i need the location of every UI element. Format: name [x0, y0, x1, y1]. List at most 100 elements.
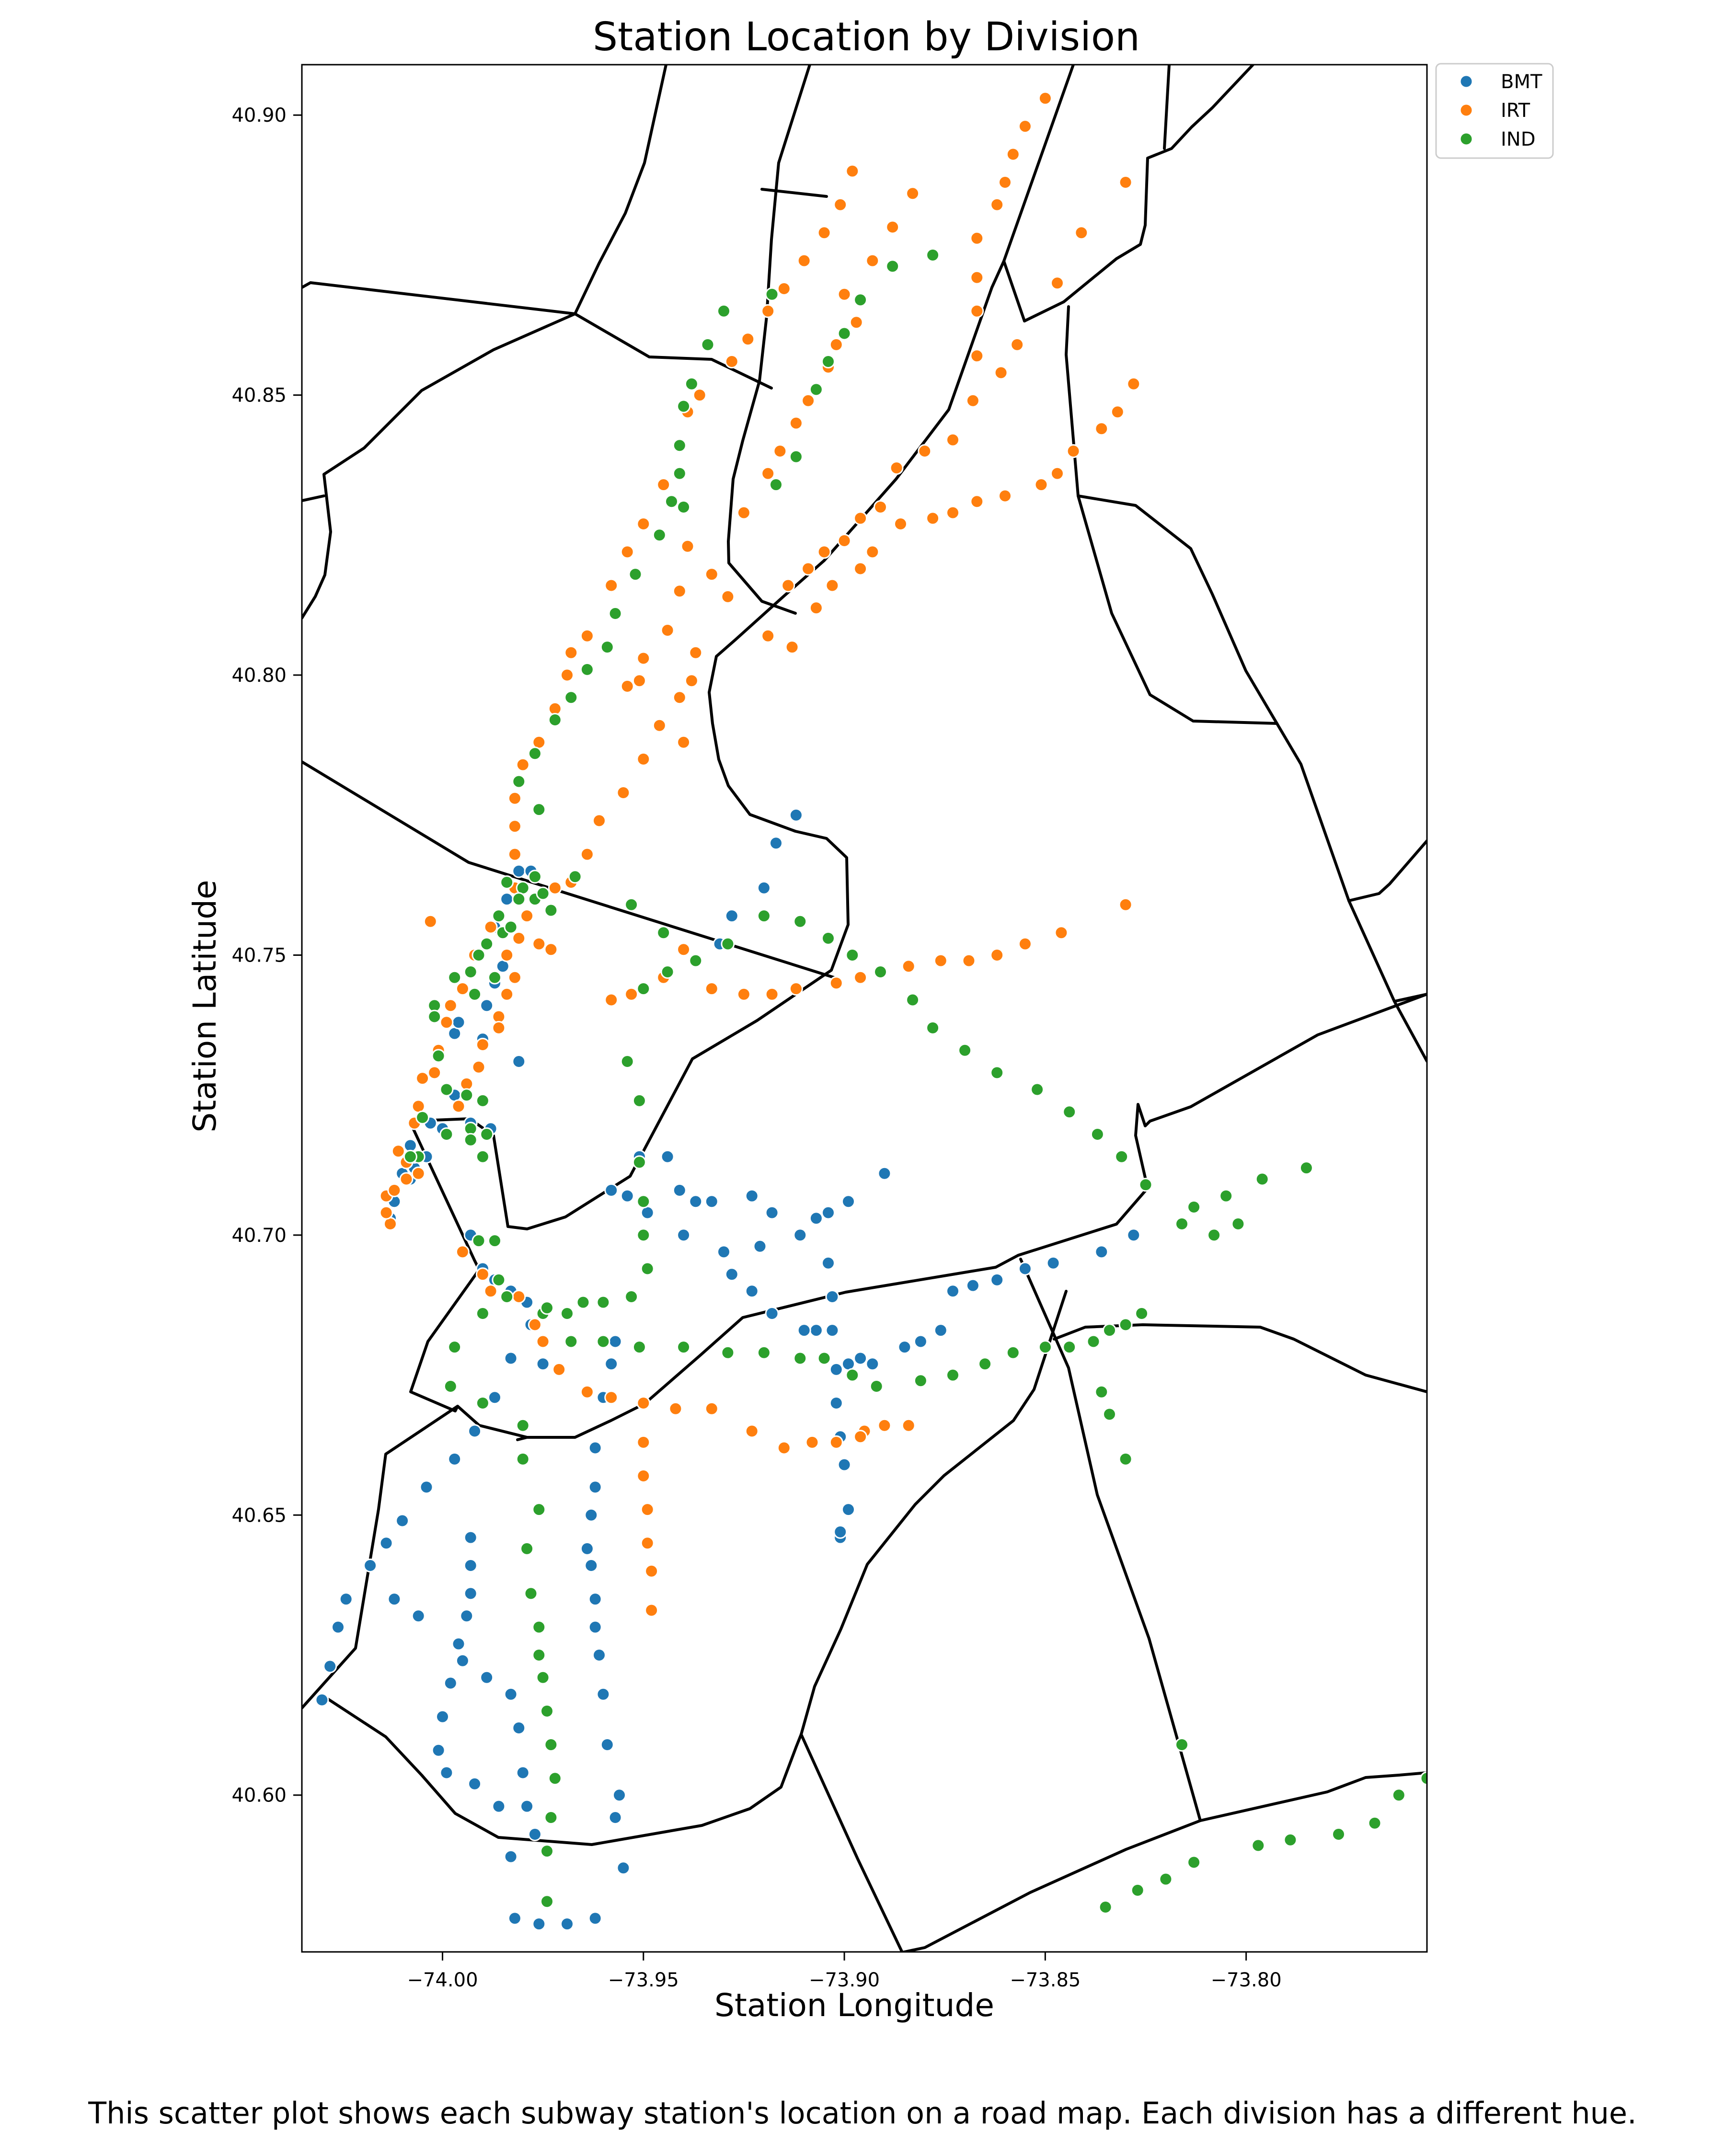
point-ind: [540, 1704, 554, 1718]
point-ind: [500, 875, 514, 889]
point-irt: [817, 226, 831, 240]
point-ind: [544, 903, 558, 917]
point-irt: [785, 640, 799, 654]
point-irt: [817, 545, 831, 559]
point-ind: [540, 1844, 554, 1858]
legend-label-bmt: BMT: [1501, 71, 1542, 93]
point-ind: [1103, 1407, 1116, 1422]
point-ind: [684, 377, 699, 391]
point-irt: [773, 444, 787, 458]
point-bmt: [315, 1693, 329, 1707]
point-ind: [672, 466, 687, 481]
point-irt: [415, 1071, 430, 1086]
road-line: [1347, 839, 1427, 902]
point-irt: [865, 253, 880, 268]
point-bmt: [1094, 1245, 1109, 1259]
point-ind: [837, 326, 851, 341]
point-irt: [475, 1038, 490, 1052]
point-irt: [970, 231, 984, 245]
point-ind: [640, 1261, 655, 1276]
point-ind: [472, 1234, 486, 1248]
point-bmt: [339, 1592, 353, 1606]
point-bmt: [584, 1559, 598, 1572]
point-ind: [536, 886, 550, 901]
figure-caption: This scatter plot shows each subway stat…: [88, 2096, 1637, 2131]
point-ind: [475, 1149, 490, 1164]
y-axis-ticks: 40.60 40.65 40.70 40.75 40.80 40.85 40.90: [231, 104, 302, 1807]
point-irt: [962, 953, 976, 968]
point-ind: [608, 607, 622, 620]
road-line: [1065, 305, 1278, 725]
point-bmt: [431, 1743, 446, 1757]
point-irt: [580, 847, 594, 861]
y-tick-label: 40.75: [231, 944, 287, 966]
point-bmt: [677, 1228, 691, 1242]
point-bmt: [990, 1273, 1004, 1287]
point-bmt: [395, 1514, 410, 1528]
point-irt: [536, 1334, 550, 1349]
point-bmt: [616, 1861, 631, 1875]
point-irt: [853, 970, 868, 985]
road-line: [1077, 494, 1427, 1063]
point-ind: [874, 965, 887, 979]
point-bmt: [463, 1530, 478, 1545]
point-irt: [1038, 91, 1052, 105]
point-irt: [644, 1564, 659, 1578]
point-bmt: [528, 1827, 542, 1841]
point-irt: [765, 987, 779, 1001]
point-ind: [1030, 1082, 1045, 1097]
point-ind: [475, 1093, 490, 1108]
point-bmt: [504, 1687, 518, 1701]
point-irt: [640, 1502, 655, 1517]
point-irt: [492, 1021, 506, 1035]
point-bmt: [753, 1239, 767, 1253]
point-ind: [480, 1127, 494, 1141]
point-ind: [1118, 1318, 1133, 1332]
point-ind: [757, 909, 771, 923]
point-irt: [680, 539, 695, 553]
point-ind: [677, 1340, 691, 1354]
point-ind: [789, 449, 803, 464]
point-irt: [966, 393, 980, 408]
point-bmt: [492, 1799, 506, 1813]
point-irt: [689, 645, 703, 660]
point-bmt: [580, 1541, 594, 1556]
point-bmt: [460, 1609, 474, 1623]
point-ind: [1420, 1771, 1427, 1786]
point-ind: [1251, 1838, 1265, 1853]
point-ind: [624, 1290, 639, 1304]
point-bmt: [933, 1323, 948, 1338]
point-bmt: [765, 1307, 779, 1320]
point-irt: [443, 998, 458, 1013]
point-irt: [507, 819, 522, 834]
point-irt: [500, 987, 514, 1001]
point-bmt: [468, 1777, 482, 1791]
point-irt: [692, 388, 707, 402]
point-ind: [403, 1149, 417, 1164]
point-ind: [532, 803, 546, 817]
point-bmt: [512, 1055, 526, 1068]
point-bmt: [488, 1390, 502, 1405]
point-irt: [564, 645, 578, 660]
road-line: [302, 1405, 459, 1709]
point-irt: [865, 545, 880, 559]
point-ind: [600, 640, 614, 654]
point-ind: [958, 1043, 972, 1057]
point-irt: [970, 349, 984, 363]
point-bmt: [841, 1194, 855, 1209]
point-ind: [544, 1811, 558, 1824]
point-ind: [769, 478, 783, 492]
point-irt: [640, 1536, 655, 1550]
point-bmt: [604, 1357, 619, 1371]
point-bmt: [451, 1637, 466, 1651]
point-irt: [797, 253, 811, 268]
x-tick-label: −73.80: [1211, 1969, 1282, 1991]
point-ind: [845, 948, 860, 962]
point-ind: [1090, 1127, 1104, 1141]
point-bmt: [821, 1205, 835, 1220]
point-ind: [1038, 1340, 1052, 1354]
point-bmt: [809, 1323, 823, 1338]
point-bmt: [789, 808, 803, 822]
legend-label-irt: IRT: [1501, 100, 1530, 122]
point-bmt: [769, 836, 783, 850]
